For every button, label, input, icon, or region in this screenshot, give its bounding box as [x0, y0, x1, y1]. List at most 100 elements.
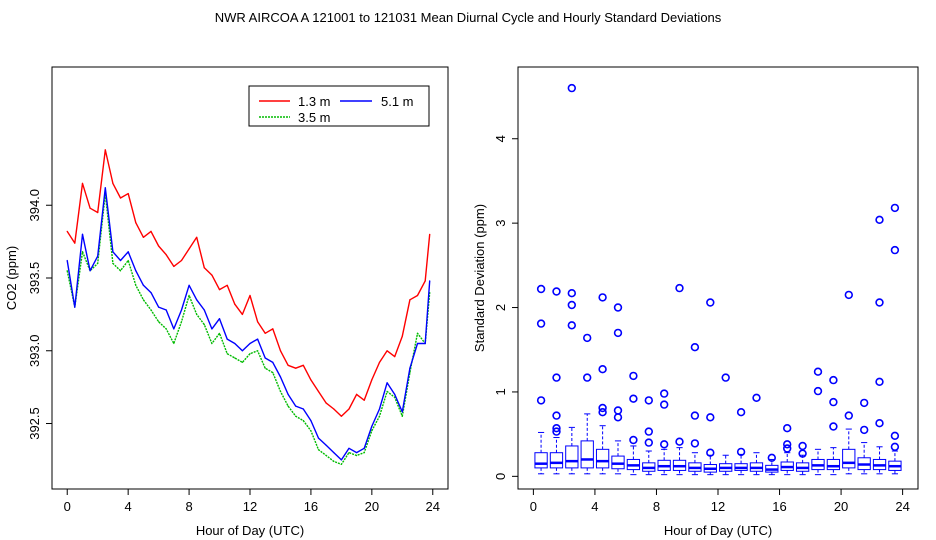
right-x-axis: 0 4 8 12 16 20 24	[530, 489, 910, 514]
right-x-tick-label-16: 16	[772, 499, 786, 514]
outlier-point-62	[890, 203, 900, 213]
data-point-3-5-m-41	[378, 415, 381, 417]
box-iqr-0	[534, 452, 548, 469]
data-point-3-5-m-26	[264, 367, 266, 369]
data-point-3-5-m-42	[386, 390, 388, 393]
data-point-1-3-m-38	[356, 393, 358, 395]
data-point-1-3-m-21	[226, 284, 228, 286]
data-point-1-3-m-35	[333, 408, 335, 410]
outlier-point-30	[659, 440, 669, 449]
data-point-1-3-m-43	[394, 356, 396, 358]
data-point-3-5-m-19	[211, 342, 213, 345]
data-point-3-5-m-22	[234, 357, 236, 359]
boxplot-hour-19	[826, 447, 841, 476]
data-point-1-3-m-14	[173, 265, 175, 267]
data-point-5-1-m-2	[81, 233, 84, 235]
outlier-point-63	[890, 245, 900, 255]
data-point-3-5-m-11	[150, 309, 152, 311]
legend-box	[248, 85, 430, 127]
data-point-5-1-m-29	[287, 393, 289, 395]
left-plot-frame	[51, 66, 449, 490]
outlier-point-31	[675, 283, 684, 293]
right-x-axis-label: Hour of Day (UTC)	[664, 523, 772, 538]
data-point-1-3-m-32	[310, 379, 312, 381]
data-point-5-1-m-23	[241, 350, 243, 352]
outlier-point-58	[875, 215, 884, 225]
data-point-5-1-m-11	[150, 292, 152, 294]
data-point-1-3-m-36	[340, 415, 342, 417]
boxplot-hour-13	[734, 453, 748, 476]
outlier-point-29	[659, 400, 669, 409]
data-point-3-5-m-44	[401, 415, 403, 417]
outlier-point-56	[859, 398, 869, 408]
data-point-5-1-m-3	[89, 270, 91, 272]
right-boxes-group	[534, 413, 902, 476]
outlier-point-21	[613, 413, 623, 422]
right-x-tick-label-8: 8	[653, 499, 660, 514]
boxplot-hour-1	[549, 437, 564, 475]
data-point-1-3-m-44	[401, 335, 403, 337]
data-point-5-1-m-19	[211, 328, 213, 330]
right-x-tick-label-4: 4	[591, 499, 598, 514]
boxplot-hour-5	[611, 440, 625, 475]
data-point-3-5-m-6	[112, 262, 114, 264]
data-point-5-1-m-14	[173, 328, 175, 330]
series-5-1-m	[66, 187, 431, 461]
data-point-3-5-m-0	[66, 270, 68, 272]
data-point-3-5-m-16	[188, 294, 190, 297]
data-point-5-1-m-30	[295, 405, 297, 407]
data-point-1-3-m-12	[158, 245, 160, 247]
outlier-point-48	[798, 449, 807, 458]
box-iqr-20	[842, 448, 856, 469]
data-point-1-3-m-7	[119, 197, 122, 199]
outlier-point-51	[829, 375, 838, 385]
page-title: NWR AIRCOA A 121001 to 121031 Mean Diurn…	[215, 10, 722, 25]
outlier-point-65	[890, 442, 900, 451]
data-point-3-5-m-2	[81, 251, 84, 253]
outlier-point-14	[598, 293, 607, 302]
data-point-5-1-m-8	[127, 251, 129, 253]
data-point-1-3-m-4	[97, 211, 99, 214]
outlier-point-2	[536, 396, 546, 405]
boxplot-hour-4	[595, 425, 610, 475]
outlier-point-12	[582, 333, 592, 343]
left-y-tick-label-394-0: 394.0	[27, 189, 42, 222]
right-y-tick-label-3: 3	[493, 220, 508, 227]
data-point-5-1-m-22	[234, 342, 236, 345]
boxplot-hour-12	[719, 454, 733, 476]
data-point-3-5-m-32	[310, 430, 312, 432]
data-point-3-5-m-33	[317, 449, 320, 451]
data-point-5-1-m-46	[416, 342, 419, 345]
outlier-point-39	[721, 373, 730, 382]
data-point-5-1-m-24	[249, 342, 251, 345]
data-point-5-1-m-1	[74, 306, 76, 308]
data-point-5-1-m-0	[66, 259, 68, 262]
outlier-point-9	[567, 289, 576, 298]
outlier-point-42	[752, 393, 761, 402]
outlier-point-34	[690, 411, 700, 420]
outlier-point-44	[782, 424, 792, 433]
data-point-3-5-m-20	[218, 332, 221, 334]
right-x-tick-label-12: 12	[711, 499, 725, 514]
data-point-5-1-m-38	[356, 452, 358, 454]
data-point-1-3-m-29	[287, 364, 289, 366]
data-point-1-3-m-26	[264, 332, 266, 334]
outlier-point-18	[613, 303, 623, 312]
legend: 1.3 m 5.1 m 3.5 m	[248, 85, 430, 127]
left-y-axis: 392.5 393.0 393.5 394.0	[27, 189, 52, 440]
outlier-point-19	[613, 328, 623, 338]
data-point-1-3-m-17	[196, 236, 198, 238]
left-series-group	[66, 149, 431, 465]
data-point-3-5-m-25	[257, 350, 259, 352]
outlier-point-43	[767, 453, 776, 462]
data-point-3-5-m-31	[302, 420, 304, 422]
series-line-5-1-m	[66, 187, 431, 461]
data-point-1-3-m-24	[249, 294, 251, 297]
box-iqr-3	[580, 440, 594, 469]
series-1-3-m	[66, 149, 431, 417]
data-point-3-5-m-46	[416, 332, 419, 334]
data-point-3-5-m-23	[241, 361, 243, 363]
left-chart-co2-diurnal: 0 4 8 12 16 20 24 392.5 393.0 393.5 394.0 Hour of…	[4, 66, 449, 538]
